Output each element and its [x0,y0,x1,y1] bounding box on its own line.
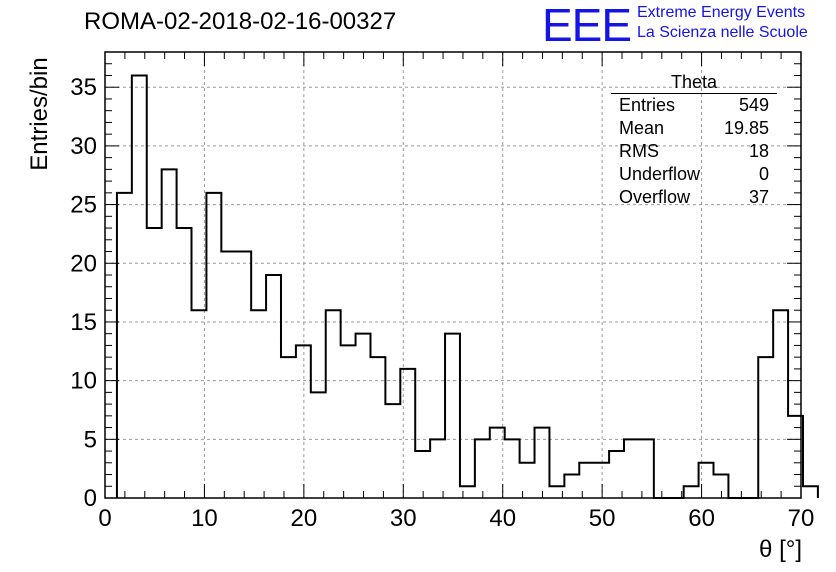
histogram-bin [579,463,594,498]
histogram-bin [206,193,221,498]
histogram-bin [699,463,714,498]
y-tick-label: 5 [84,426,97,453]
stats-value: 0 [758,164,769,184]
histogram-bin [564,475,579,498]
histogram-bin [385,404,400,498]
x-ticks: 0 10 20 30 40 50 60 70 [98,52,814,532]
stats-row-rms: RMS 18 [611,140,777,163]
histogram-bin [400,369,415,498]
histogram-bin [266,275,281,498]
histogram-bin [415,451,430,498]
stats-label: Underflow [619,164,701,184]
histogram-bin [430,439,445,498]
x-tick-label: 20 [291,505,318,532]
x-tick-label: 30 [390,505,417,532]
histogram-bin [684,486,699,498]
stats-label: Overflow [619,187,691,207]
histogram-bin [773,310,788,498]
stats-label: Entries [619,95,676,115]
histogram-bin [460,486,475,498]
histogram-bin [445,334,460,498]
histogram-bin [281,357,296,498]
histogram-bin [341,345,356,498]
histogram-bin [221,252,236,498]
stats-title: Theta [611,72,777,94]
y-tick-label: 30 [70,133,97,160]
stats-row-overflow: Overflow 37 [611,186,777,209]
histogram-bin [505,439,520,498]
histogram-bin [162,169,177,498]
y-tick-label: 0 [84,485,97,512]
y-tick-label: 20 [70,250,97,277]
x-tick-label: 50 [589,505,616,532]
histogram-bin [609,451,624,498]
logo-line-2: La Scienza nelle Scuole [637,24,808,41]
histogram-bars [115,74,819,499]
histogram-bin [147,228,162,498]
logo-line-1: Extreme Energy Events [637,4,806,21]
x-tick-label: 70 [788,505,815,532]
histogram-bin [296,345,311,498]
stats-label: Mean [619,118,665,138]
histogram-bin [356,334,371,498]
stats-box: Theta Entries 549 Mean 19.85 RMS 18 Unde… [611,72,777,209]
histogram-bin [370,357,385,498]
y-tick-label: 10 [70,368,97,395]
stats-row-mean: Mean 19.85 [611,117,777,140]
stats-value: 37 [748,187,769,207]
y-tick-label: 15 [70,309,97,336]
histogram-bin [803,486,818,498]
histogram-outline [115,74,819,499]
histogram-bin [251,310,266,498]
histogram-bin [132,75,147,498]
histogram-bin [535,428,550,498]
x-axis-label: θ [°] [759,536,802,563]
histogram-bin [624,439,639,498]
y-axis-label: Entries/bin [26,57,53,171]
histogram-bin [177,228,192,498]
stats-value: 18 [748,141,769,161]
stats-row-entries: Entries 549 [611,94,777,117]
stats-value: 19.85 [723,118,769,138]
histogram-bin [475,439,490,498]
histogram-bin [758,357,773,498]
x-tick-label: 60 [688,505,715,532]
stats-row-underflow: Underflow 0 [611,163,777,186]
eee-logo: EEE [542,0,632,51]
y-tick-label: 35 [70,74,97,101]
histogram-bin [520,463,535,498]
stats-value: 549 [738,95,769,115]
y-ticks: 0 5 10 15 20 25 30 35 [70,51,801,512]
grid-lines [105,52,801,498]
x-tick-label: 0 [98,505,111,532]
histogram-bin [639,439,654,498]
chart-title: ROMA-02-2018-02-16-00327 [84,8,397,35]
stats-label: RMS [619,141,659,161]
histogram-bin [192,310,207,498]
y-tick-label: 25 [70,192,97,219]
histogram-bin [117,193,132,498]
x-tick-label: 40 [489,505,516,532]
histogram-bin [326,310,341,498]
histogram-bin [311,392,326,498]
x-tick-label: 10 [191,505,218,532]
histogram-bin [236,252,251,498]
